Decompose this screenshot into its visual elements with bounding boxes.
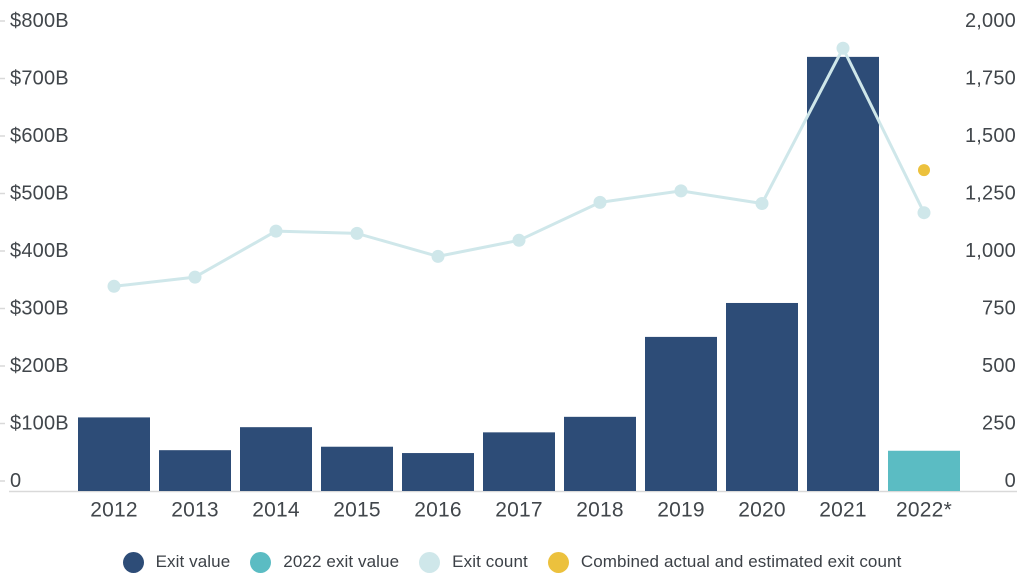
- legend-item-yellow: Combined actual and estimated exit count: [547, 551, 902, 573]
- exit-count-point-2021: [836, 41, 850, 55]
- exit-count-point-2016: [431, 249, 445, 263]
- right-axis-label: 2,000: [965, 10, 1016, 32]
- right-axis-label: 250: [982, 413, 1016, 435]
- x-axis-label-2013: 2013: [171, 499, 219, 522]
- x-axis-label-2020: 2020: [738, 499, 786, 522]
- chart-legend: Exit value 2022 exit value Exit count Combi…: [0, 547, 1024, 577]
- left-axis-tick: [0, 20, 5, 22]
- right-axis-label: 1,500: [965, 125, 1016, 147]
- legend-label: Exit value: [155, 552, 231, 571]
- estimated-exit-count-point: [918, 164, 930, 177]
- bar-2016: [402, 453, 474, 491]
- exit-count-point-2022: [917, 206, 931, 220]
- x-axis-label-2016: 2016: [414, 499, 462, 522]
- left-axis-tick: [0, 192, 5, 195]
- legend-item-navy: Exit value: [122, 551, 231, 573]
- left-axis-label: $600B: [10, 125, 69, 147]
- left-axis-label: $400B: [10, 240, 69, 262]
- legend-item-light-blue: Exit count: [419, 551, 528, 573]
- left-axis-label: $500B: [10, 183, 69, 205]
- x-axis-label-2012: 2012: [90, 499, 138, 522]
- exit-count-line: [113, 46, 926, 288]
- chart-canvas: $800B $700B $600B $500B $400B $300B $200B $100B…: [0, 10, 1017, 522]
- legend-swatch-icon: [122, 551, 144, 573]
- bar-2012: [78, 417, 150, 491]
- bar-2015: [321, 446, 393, 491]
- x-axis-label-2019: 2019: [657, 499, 705, 522]
- right-axis-label: 750: [982, 298, 1016, 320]
- exit-count-point-2019: [674, 184, 688, 198]
- left-axis-tick: [0, 307, 5, 310]
- legend-label: Exit count: [452, 552, 528, 571]
- left-axis-label: 0: [10, 470, 21, 492]
- x-axis-label-2022: 2022*: [896, 499, 952, 522]
- bar-2022: [888, 450, 960, 491]
- left-axis-tick: [0, 480, 5, 482]
- left-axis-label: $300B: [10, 298, 69, 320]
- bar-2017: [483, 432, 555, 491]
- legend-label: Combined actual and estimated exit count: [580, 552, 902, 571]
- right-axis-label: 1,000: [965, 240, 1016, 262]
- legend-item-teal: 2022 exit value: [250, 551, 400, 573]
- exit-count-point-2017: [512, 233, 526, 247]
- left-axis-tick: [0, 135, 5, 137]
- left-axis-tick: [0, 422, 5, 425]
- legend-swatch-icon: [419, 551, 441, 573]
- right-axis-label: 0: [1005, 470, 1016, 492]
- bar-2020: [726, 302, 798, 491]
- left-axis-tick: [0, 250, 5, 252]
- exit-count-point-2013: [188, 270, 202, 284]
- exit-count-point-2015: [350, 226, 364, 240]
- left-axis-label: $800B: [10, 10, 69, 32]
- left-axis-label: $200B: [10, 355, 69, 377]
- x-axis-label-2017: 2017: [495, 499, 543, 522]
- x-axis-label-2018: 2018: [576, 499, 624, 522]
- bar-2013: [159, 450, 231, 491]
- bar-2021: [807, 56, 879, 491]
- bar-2014: [240, 427, 312, 491]
- legend-swatch-icon: [547, 551, 569, 573]
- left-axis-label: $700B: [10, 68, 69, 90]
- right-axis-label: 500: [982, 355, 1016, 377]
- left-axis-label: $100B: [10, 413, 69, 435]
- bar-2019: [645, 336, 717, 491]
- exit-count-point-2012: [107, 279, 121, 293]
- right-axis-label: 1,750: [965, 68, 1016, 90]
- bar-2018: [564, 416, 636, 491]
- legend-label: 2022 exit value: [283, 552, 400, 571]
- x-axis-label-2014: 2014: [252, 499, 300, 522]
- x-axis-label-2021: 2021: [819, 499, 867, 522]
- x-axis-label-2015: 2015: [333, 499, 381, 522]
- exit-count-point-2020: [755, 197, 769, 210]
- left-axis-tick: [0, 77, 5, 80]
- left-axis-tick: [0, 365, 5, 367]
- right-axis-label: 1,250: [965, 183, 1016, 205]
- exit-count-point-2018: [593, 195, 607, 209]
- legend-swatch-icon: [250, 551, 272, 573]
- exit-count-point-2014: [269, 224, 283, 238]
